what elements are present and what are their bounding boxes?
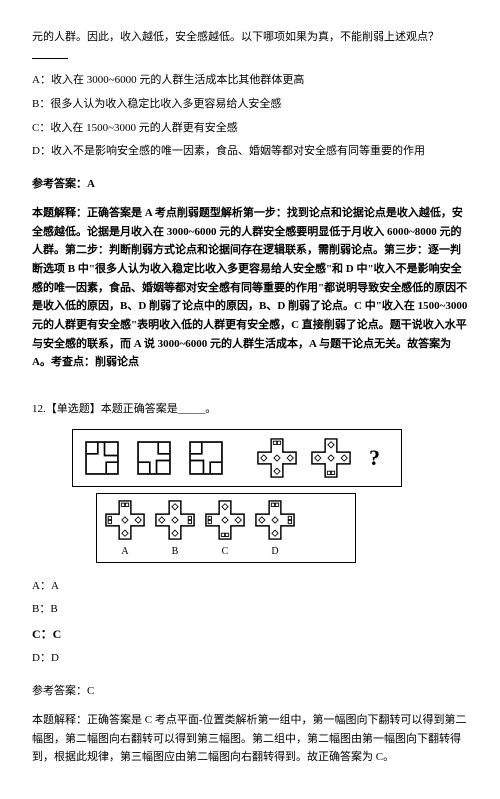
question-mark-icon: ? [363,439,386,476]
q12-explanation: 本题解释：正确答案是 C 考点平面-位置类解析第一组中，第一幅图向下翻转可以得到… [32,711,468,767]
q12-row1-shape3-icon [185,437,227,479]
blank-line [32,48,68,59]
q12-option-d[interactable]: D：D [32,649,468,668]
q11-answer-label: 参考答案：A [32,175,468,194]
spacer [32,569,468,577]
q12-optD-icon [253,498,297,542]
q11-option-a[interactable]: A：收入在 3000~6000 元的人群生活成本比其他群体更高 [32,71,468,90]
q11-option-c[interactable]: C：收入在 1500~3000 元的人群更有安全感 [32,119,468,138]
q12-stem: 12.【单选题】本题正确答案是_____。 [32,400,468,419]
label-b: B [172,543,179,560]
q12-figure-row1: ? [72,429,402,487]
q11-stem-tail: 元的人群。因此，收入越低，安全感越低。以下哪项如果为真，不能削弱上述观点？ [32,28,468,65]
q12-optB-icon [153,498,197,542]
q12-option-c[interactable]: C：C [32,624,468,644]
q12-answer-label: 参考答案：C [32,682,468,701]
label-c: C [222,543,229,560]
q12-answer-fig-b[interactable]: B [153,498,197,560]
q12-row1-shape2-icon [133,437,175,479]
q12-answer-fig-d[interactable]: D [253,498,297,560]
q12-answer-fig-a[interactable]: A [103,498,147,560]
q12-row1-shape5-icon [309,436,353,480]
q11-stem-text: 元的人群。因此，收入越低，安全感越低。以下哪项如果为真，不能削弱上述观点？ [32,31,439,43]
q11-option-d[interactable]: D：收入不是影响安全感的唯一因素，食品、婚姻等都对安全感有同等重要的作用 [32,142,468,161]
q12-row1-shape4-icon [255,436,299,480]
label-d: D [271,543,278,560]
q11-option-b[interactable]: B：很多人认为收入稳定比收入多更容易给人安全感 [32,95,468,114]
q12-optA-icon [103,498,147,542]
q11-explanation: 本题解释：正确答案是 A 考点削弱题型解析第一步：找到论点和论据论点是收入越低，… [32,204,468,372]
q12-row1-shape1-icon [81,437,123,479]
q12-figure-row2: A B C [96,493,356,563]
q12-optC-icon [203,498,247,542]
label-a: A [121,543,128,560]
q12-option-a[interactable]: A：A [32,577,468,596]
q12-option-b[interactable]: B：B [32,600,468,619]
q12-answer-fig-c[interactable]: C [203,498,247,560]
